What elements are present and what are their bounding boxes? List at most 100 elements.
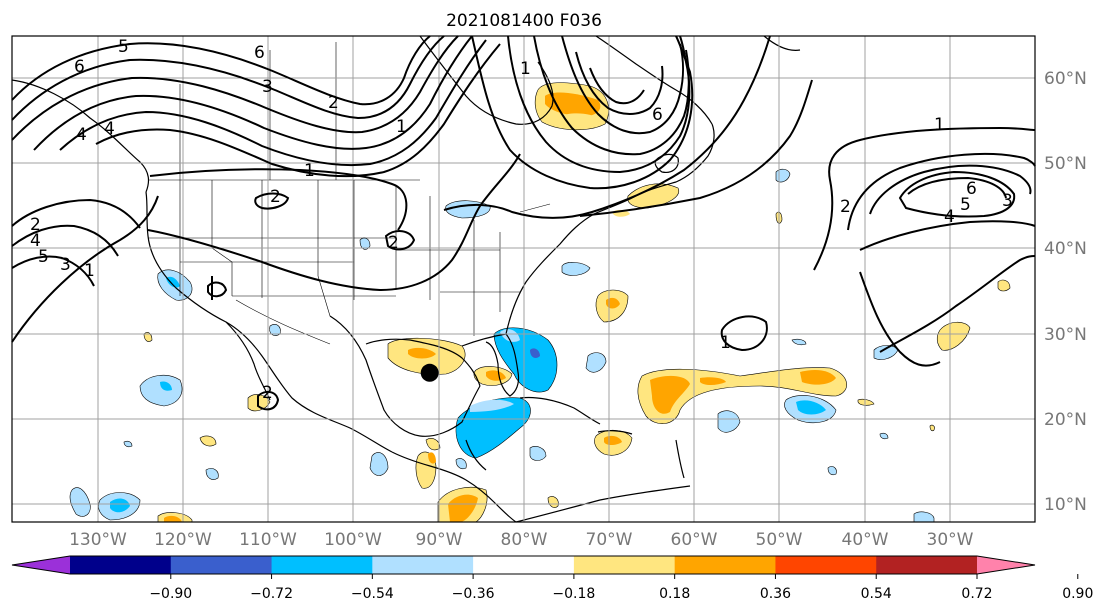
shade-positive-core bbox=[164, 515, 182, 522]
map-border bbox=[11, 35, 1036, 523]
shade-positive-core bbox=[486, 370, 506, 381]
contour-label: 6 bbox=[74, 57, 85, 77]
lon-label: 120°W bbox=[154, 530, 212, 550]
shaded-anomalies bbox=[69, 82, 1011, 523]
contour-label: 2 bbox=[388, 233, 399, 253]
contour-label: 4 bbox=[104, 119, 115, 139]
shade-positive bbox=[199, 435, 217, 447]
lat-label: 60°N bbox=[1044, 69, 1087, 89]
shade-negative-light bbox=[470, 399, 514, 412]
lon-label: 100°W bbox=[324, 530, 382, 550]
contour-label: 2 bbox=[328, 93, 339, 113]
shade-negative bbox=[369, 452, 389, 476]
map-panel: 6 5 4 3 2 1 1 1 2 2 6 4 2 3 1 5 4 6 1 2 … bbox=[11, 35, 1036, 523]
shade-positive bbox=[936, 321, 971, 351]
colorbar-extend-low bbox=[12, 556, 70, 574]
colorbar-tick-label: 0.54 bbox=[861, 586, 892, 602]
contour-label: 1 bbox=[720, 333, 731, 353]
colorbar-tick-label: −0.18 bbox=[552, 586, 595, 602]
coastlines bbox=[11, 35, 801, 523]
colorbar: −0.90 −0.72 −0.54 −0.36 −0.18 0.18 0.36 0.54 0.7… bbox=[11, 555, 1093, 602]
colorbar-segment bbox=[473, 556, 575, 574]
contours bbox=[11, 35, 1036, 411]
shade-positive bbox=[637, 367, 847, 424]
contour-label: 3 bbox=[60, 255, 71, 275]
colorbar-segment bbox=[70, 556, 172, 574]
lon-label: 60°W bbox=[671, 530, 718, 550]
colorbar-tick-label: 0.90 bbox=[1062, 586, 1093, 602]
shade-negative bbox=[561, 262, 591, 276]
shade-negative bbox=[827, 466, 837, 476]
colorbar-segment bbox=[674, 556, 776, 574]
shade-negative bbox=[139, 374, 183, 407]
shade-negative bbox=[205, 468, 219, 480]
shade-negative bbox=[123, 440, 133, 448]
shade-negative bbox=[717, 410, 741, 433]
lat-labels: 60°N 50°N 40°N 30°N 20°N 10°N bbox=[1044, 69, 1087, 515]
contour-label-group: 6 5 4 3 2 1 1 1 2 2 6 4 2 3 1 5 4 6 1 2 … bbox=[30, 37, 1013, 403]
contour-label: 5 bbox=[38, 247, 49, 267]
contour-label: 3 bbox=[1002, 191, 1013, 211]
contour-label: 6 bbox=[966, 179, 977, 199]
lat-label: 50°N bbox=[1044, 154, 1087, 174]
shade-positive-core bbox=[700, 377, 726, 385]
shade-negative bbox=[455, 458, 467, 470]
shade-positive bbox=[857, 398, 875, 406]
shade-negative-core bbox=[160, 381, 172, 391]
shade-positive bbox=[425, 438, 441, 451]
shade-positive-core bbox=[428, 452, 436, 464]
shade-negative bbox=[791, 338, 807, 346]
lon-label: 80°W bbox=[501, 530, 548, 550]
lon-label: 50°W bbox=[756, 530, 803, 550]
shade-negative bbox=[493, 327, 558, 393]
contour-label: 1 bbox=[934, 115, 945, 135]
shade-positive-core bbox=[800, 370, 836, 385]
lon-label: 90°W bbox=[416, 530, 463, 550]
contour-label: 4 bbox=[944, 207, 955, 227]
colorbar-segment bbox=[271, 556, 373, 574]
lon-label: 130°W bbox=[69, 530, 127, 550]
contour-label: 2 bbox=[270, 187, 281, 207]
colorbar-tick-label: 0.72 bbox=[961, 586, 992, 602]
lat-label: 10°N bbox=[1044, 495, 1087, 515]
lon-label: 40°W bbox=[842, 530, 889, 550]
shade-positive bbox=[143, 332, 153, 342]
colorbar-segment bbox=[170, 556, 273, 574]
contour-label: 3 bbox=[262, 77, 273, 97]
shade-negative bbox=[69, 487, 91, 517]
storm-center-marker bbox=[420, 363, 439, 382]
contour-label: 1 bbox=[520, 59, 531, 79]
shade-negative bbox=[879, 432, 889, 440]
colorbar-segment bbox=[876, 556, 978, 574]
lat-label: 20°N bbox=[1044, 410, 1087, 430]
map-title: 2021081400 F036 bbox=[446, 11, 602, 31]
contour-label: 6 bbox=[652, 105, 663, 125]
contour-label: 2 bbox=[30, 215, 41, 235]
lon-label: 30°W bbox=[927, 530, 974, 550]
shade-positive bbox=[929, 424, 935, 432]
colorbar-segment bbox=[372, 556, 474, 574]
shade-negative-light bbox=[500, 329, 520, 342]
contour-label: 4 bbox=[76, 125, 87, 145]
shade-positive bbox=[997, 279, 1011, 292]
shade-negative bbox=[913, 511, 935, 523]
colorbar-extend-high bbox=[977, 556, 1035, 574]
colorbar-tick-label: 0.18 bbox=[659, 586, 690, 602]
colorbar-tick-label: −0.72 bbox=[250, 586, 293, 602]
contour-label: 5 bbox=[960, 195, 971, 215]
contour-label: 2 bbox=[262, 383, 273, 403]
lon-label: 110°W bbox=[239, 530, 297, 550]
contour-label: 4 bbox=[30, 231, 41, 251]
colorbar-outline bbox=[11, 555, 1036, 575]
contour-label: 1 bbox=[84, 261, 95, 281]
shade-positive-core bbox=[408, 347, 436, 359]
shade-negative bbox=[529, 446, 547, 461]
colorbar-tick-label: −0.36 bbox=[452, 586, 495, 602]
colorbar-tick-label: −0.90 bbox=[149, 586, 192, 602]
lat-label: 40°N bbox=[1044, 239, 1087, 259]
colorbar-tick-label: −0.54 bbox=[351, 586, 394, 602]
lon-label: 70°W bbox=[586, 530, 633, 550]
lon-labels: 130°W 120°W 110°W 100°W 90°W 80°W 70°W 6… bbox=[69, 530, 974, 550]
shade-positive-core bbox=[448, 494, 478, 522]
